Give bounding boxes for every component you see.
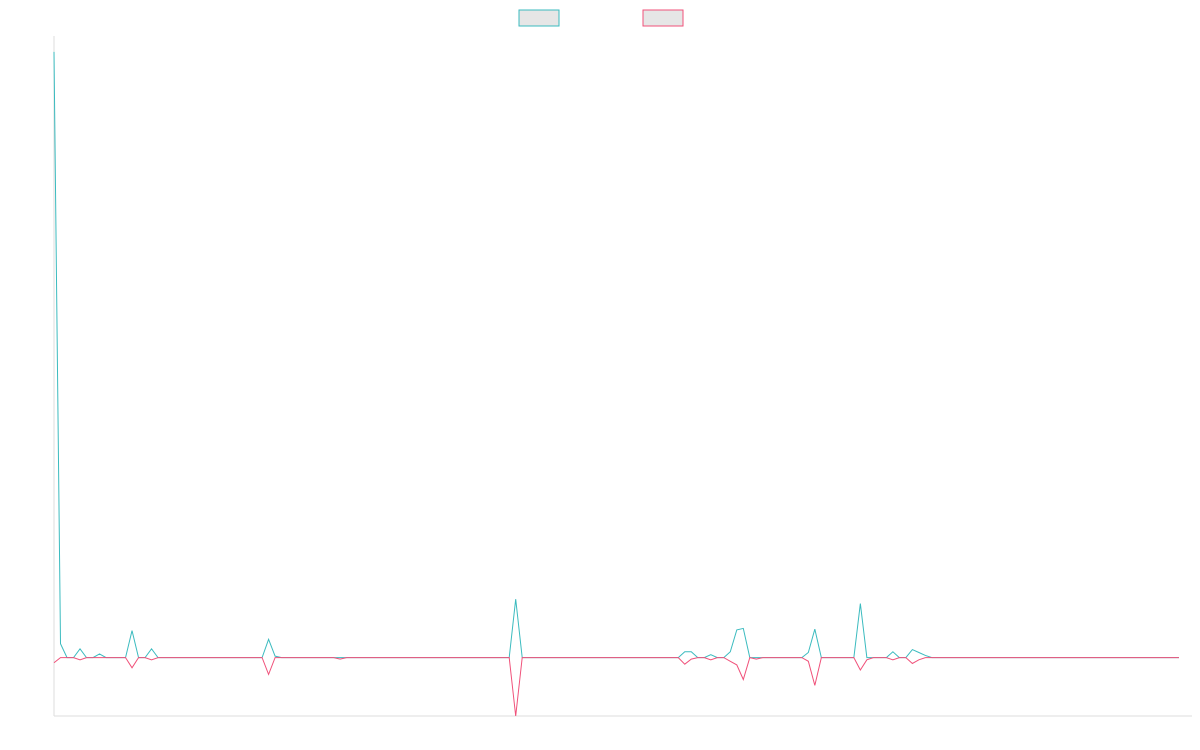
legend[interactable] (518, 9, 684, 27)
legend-swatch-1[interactable] (518, 9, 560, 27)
legend-swatch-2[interactable] (642, 9, 684, 27)
axes (53, 36, 1192, 717)
plot-area (53, 51, 1179, 717)
series-line-2 (53, 657, 1179, 717)
series-line-1 (53, 51, 1179, 659)
